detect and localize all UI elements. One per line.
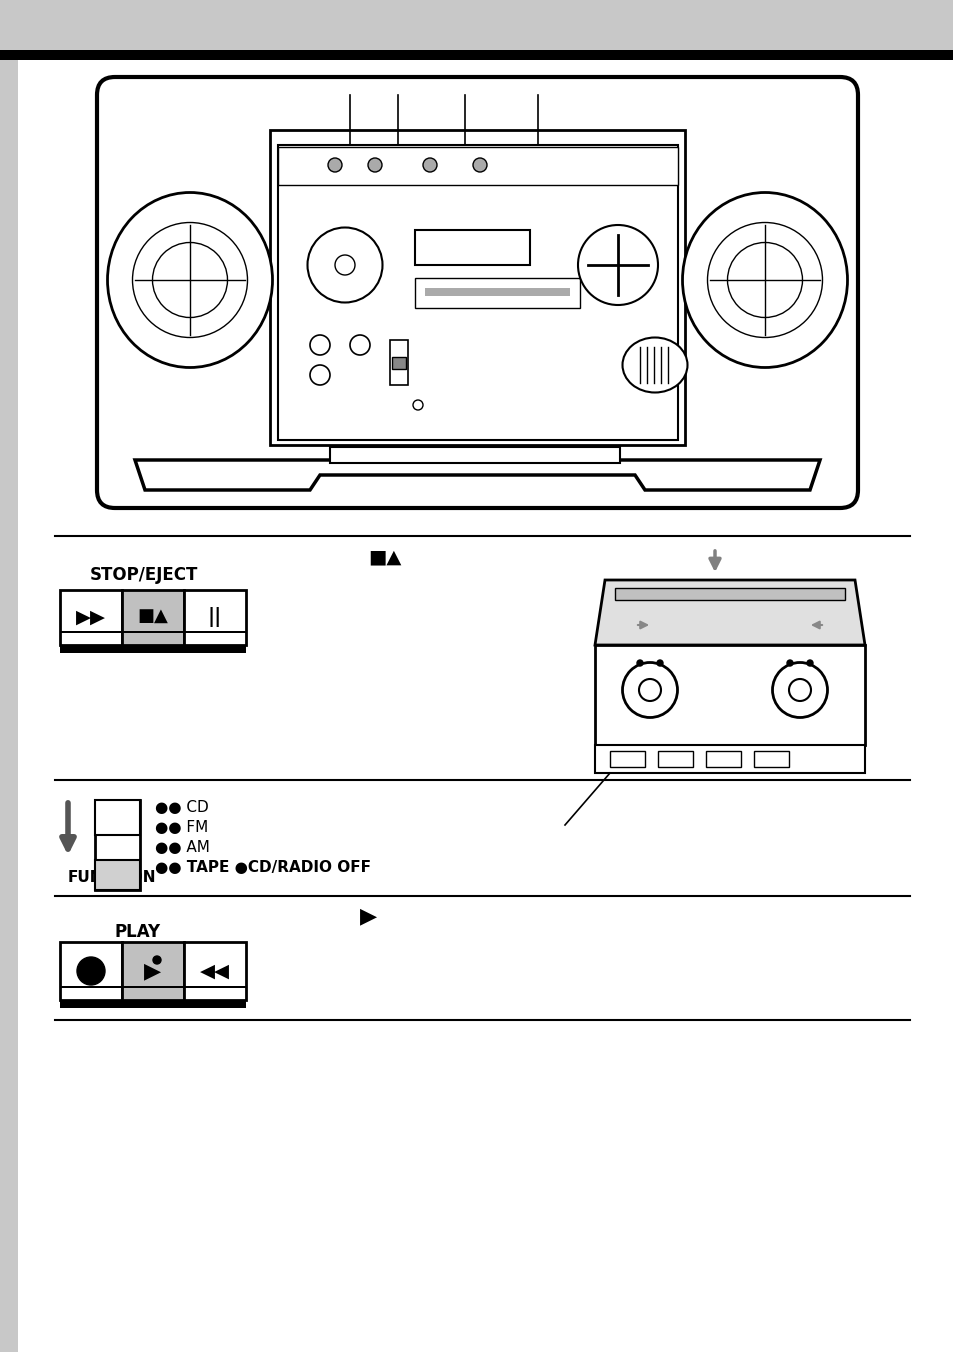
Text: STOP/EJECT: STOP/EJECT (90, 566, 198, 584)
Bar (658, 750, 692, 767)
Bar (184, 589, 246, 645)
Bar (277, 145, 678, 439)
Ellipse shape (578, 224, 658, 306)
Ellipse shape (788, 679, 810, 700)
Circle shape (657, 660, 662, 667)
Circle shape (473, 158, 486, 172)
Circle shape (152, 956, 161, 964)
Circle shape (310, 365, 330, 385)
Bar (60, 986, 246, 987)
Bar (753, 750, 788, 767)
Ellipse shape (622, 662, 677, 718)
Circle shape (350, 335, 370, 356)
Text: ●● TAPE ●CD/RADIO OFF: ●● TAPE ●CD/RADIO OFF (154, 860, 371, 876)
Circle shape (328, 158, 341, 172)
Circle shape (310, 335, 330, 356)
Ellipse shape (335, 256, 355, 274)
Circle shape (637, 660, 642, 667)
Bar (60, 631, 246, 633)
Text: ◀◀: ◀◀ (200, 961, 230, 980)
Ellipse shape (681, 192, 846, 368)
Text: ||: || (208, 607, 222, 627)
Text: ■▲: ■▲ (137, 608, 169, 626)
Polygon shape (595, 580, 864, 645)
Bar (122, 942, 184, 1000)
Circle shape (806, 660, 812, 667)
Text: PLAY: PLAY (115, 923, 161, 941)
Bar (615, 588, 844, 600)
Ellipse shape (152, 242, 227, 318)
Polygon shape (135, 460, 820, 489)
Bar (60, 1000, 246, 1009)
Bar (330, 448, 619, 462)
Text: ▶▶: ▶▶ (76, 607, 106, 626)
Bar (184, 942, 246, 1000)
Circle shape (413, 400, 422, 410)
Bar (415, 230, 530, 265)
Text: ▶: ▶ (144, 961, 161, 982)
Bar (0, 50, 953, 59)
Ellipse shape (639, 679, 660, 700)
Bar (60, 942, 122, 1000)
Ellipse shape (772, 662, 826, 718)
Bar (390, 339, 408, 385)
Text: ▶: ▶ (359, 906, 376, 926)
Ellipse shape (108, 192, 273, 368)
Ellipse shape (622, 338, 687, 392)
Bar (60, 645, 246, 653)
Bar (60, 589, 122, 645)
Bar (424, 288, 569, 296)
Ellipse shape (132, 223, 247, 338)
FancyBboxPatch shape (97, 77, 857, 508)
Bar (0, 0, 953, 50)
Bar (122, 589, 184, 645)
Bar (95, 800, 140, 890)
Bar (705, 750, 740, 767)
Polygon shape (270, 130, 684, 445)
Bar (392, 357, 406, 369)
Text: ●● CD: ●● CD (154, 800, 209, 815)
Circle shape (786, 660, 792, 667)
Bar (277, 147, 678, 185)
Bar (609, 750, 644, 767)
Bar (95, 860, 140, 890)
Text: ■▲: ■▲ (368, 548, 401, 566)
Ellipse shape (707, 223, 821, 338)
Bar (415, 279, 579, 308)
Bar (595, 745, 864, 773)
Text: ●● FM: ●● FM (154, 821, 208, 836)
Circle shape (422, 158, 436, 172)
Bar (95, 800, 140, 836)
Text: ●● AM: ●● AM (154, 841, 210, 856)
Bar (595, 645, 864, 745)
Text: FUNCTION: FUNCTION (68, 871, 156, 886)
Circle shape (368, 158, 381, 172)
Circle shape (77, 957, 105, 986)
Ellipse shape (727, 242, 801, 318)
Ellipse shape (307, 227, 382, 303)
Bar (0, 59, 18, 1352)
